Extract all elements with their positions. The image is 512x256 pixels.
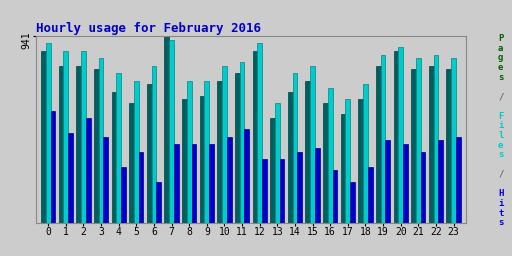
Text: s: s xyxy=(498,73,503,82)
Bar xyxy=(446,69,451,223)
Bar xyxy=(200,96,204,223)
Bar xyxy=(403,144,408,223)
Bar xyxy=(280,159,285,223)
Bar xyxy=(169,40,174,223)
Bar xyxy=(156,182,161,223)
Bar xyxy=(191,144,196,223)
Bar xyxy=(306,81,310,223)
Bar xyxy=(51,111,55,223)
Bar xyxy=(421,152,425,223)
Bar xyxy=(438,141,443,223)
Text: l: l xyxy=(498,131,503,140)
Bar xyxy=(235,73,240,223)
Bar xyxy=(182,99,187,223)
Text: /: / xyxy=(498,170,503,179)
Text: e: e xyxy=(498,141,503,150)
Bar xyxy=(386,141,390,223)
Bar xyxy=(275,103,280,223)
Text: i: i xyxy=(498,121,503,130)
Text: g: g xyxy=(498,53,503,62)
Bar xyxy=(129,103,134,223)
Text: e: e xyxy=(498,63,503,72)
Bar xyxy=(204,81,209,223)
Bar xyxy=(456,137,461,223)
Bar xyxy=(41,51,46,223)
Bar xyxy=(86,118,91,223)
Text: a: a xyxy=(498,44,503,52)
Text: t: t xyxy=(498,209,503,218)
Bar xyxy=(350,182,355,223)
Bar xyxy=(121,167,126,223)
Bar xyxy=(252,51,258,223)
Bar xyxy=(59,66,63,223)
Bar xyxy=(292,73,297,223)
Bar xyxy=(134,81,139,223)
Bar xyxy=(429,66,434,223)
Bar xyxy=(411,69,416,223)
Bar xyxy=(103,137,108,223)
Bar xyxy=(99,58,103,223)
Bar xyxy=(363,84,368,223)
Bar xyxy=(340,114,346,223)
Bar xyxy=(63,51,68,223)
Bar xyxy=(310,66,315,223)
Bar xyxy=(164,36,169,223)
Bar xyxy=(187,81,191,223)
Bar xyxy=(416,58,421,223)
Bar xyxy=(270,118,275,223)
Bar xyxy=(368,167,373,223)
Bar xyxy=(346,99,350,223)
Bar xyxy=(94,69,99,223)
Bar xyxy=(222,66,227,223)
Bar xyxy=(394,51,398,223)
Bar xyxy=(68,133,73,223)
Bar xyxy=(139,152,143,223)
Text: H: H xyxy=(498,189,503,198)
Bar xyxy=(147,84,152,223)
Bar xyxy=(152,66,156,223)
Bar xyxy=(328,88,333,223)
Text: s: s xyxy=(498,218,503,227)
Bar xyxy=(240,62,244,223)
Bar xyxy=(227,137,231,223)
Bar xyxy=(434,55,438,223)
Bar xyxy=(451,58,456,223)
Text: i: i xyxy=(498,199,503,208)
Bar xyxy=(358,99,363,223)
Bar xyxy=(381,55,386,223)
Text: /: / xyxy=(498,92,503,101)
Text: s: s xyxy=(498,150,503,159)
Text: Hourly usage for February 2016: Hourly usage for February 2016 xyxy=(36,22,261,35)
Bar xyxy=(333,170,337,223)
Bar xyxy=(262,159,267,223)
Bar xyxy=(244,129,249,223)
Bar xyxy=(315,148,319,223)
Bar xyxy=(209,144,214,223)
Bar xyxy=(174,144,179,223)
Bar xyxy=(46,43,51,223)
Bar xyxy=(297,152,302,223)
Bar xyxy=(217,81,222,223)
Bar xyxy=(258,43,262,223)
Text: F: F xyxy=(498,112,503,121)
Bar xyxy=(81,51,86,223)
Bar xyxy=(112,92,116,223)
Bar xyxy=(398,47,403,223)
Bar xyxy=(323,103,328,223)
Bar xyxy=(116,73,121,223)
Bar xyxy=(76,66,81,223)
Bar xyxy=(376,66,381,223)
Bar xyxy=(288,92,292,223)
Text: P: P xyxy=(498,34,503,43)
